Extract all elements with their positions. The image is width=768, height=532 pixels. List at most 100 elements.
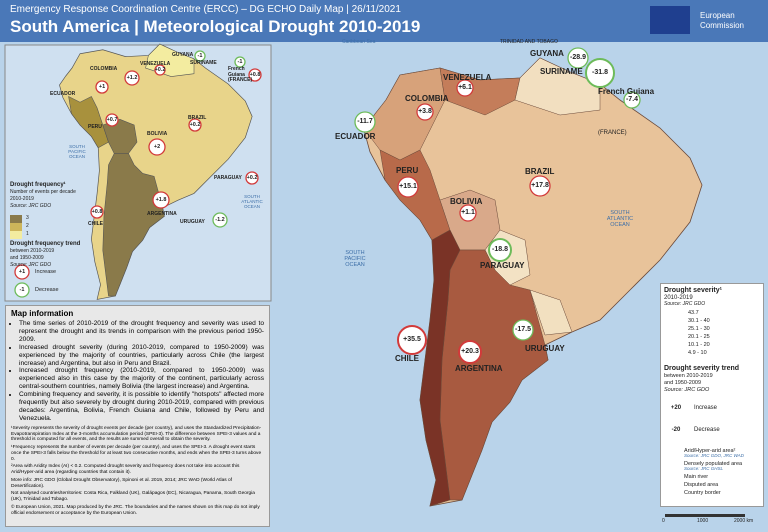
frequency-swatch: [10, 223, 22, 231]
inset-country-label: French Guiana (FRANCE): [228, 66, 253, 83]
legend-circle: [14, 282, 30, 298]
inset-trend-value: +0.8: [91, 209, 103, 215]
ocean-label: SOUTH ATLANTIC OCEAN: [241, 194, 263, 209]
inset-trend-value: +2: [153, 144, 161, 150]
legend-subtitle: Source: JRC GDO: [664, 387, 710, 393]
map-label: SOUTH PACIFIC OCEAN: [344, 250, 366, 269]
info-bullet: The time series of 2010-2019 of the drou…: [19, 320, 264, 344]
map-label: (FRANCE): [598, 130, 627, 136]
trend-value: -7.4: [625, 96, 639, 103]
inset-trend-value: +1.8: [155, 197, 167, 203]
frequency-circle: [124, 70, 140, 86]
frequency-circle: [212, 212, 228, 228]
inset-country-label: VENEZUELA: [140, 61, 171, 67]
inset-country-label: BRAZIL: [188, 115, 207, 121]
legend-label: Increase: [694, 405, 718, 411]
inset-trend-value: -1: [237, 59, 243, 65]
legend-class: 2: [26, 223, 29, 229]
map-info-panel: Map information The time series of 2010-…: [5, 305, 270, 527]
trend-value: +6.1: [458, 84, 472, 91]
region: [419, 229, 461, 507]
region: [514, 57, 601, 116]
legend-class: 1: [26, 231, 29, 237]
frequency-circle: [152, 191, 170, 209]
ocean-label: SOUTH PACIFIC OCEAN: [68, 144, 86, 159]
inset-trend-value: +1: [98, 84, 106, 90]
legend-class: 20.1 - 25: [688, 334, 710, 340]
logo-text: European: [700, 11, 735, 20]
frequency-circle: [194, 50, 206, 62]
legend-class: 10.1 - 20: [688, 342, 710, 348]
country-label: BOLIVIA: [450, 197, 483, 206]
inset-country-label: ARGENTINA: [147, 211, 177, 217]
legend-subtitle: Source: JRC GDO: [10, 203, 52, 209]
legend-label: Arid/Hyper-arid area²: [684, 448, 736, 454]
inset-country-label: BOLIVIA: [147, 131, 168, 137]
trend-circle: [416, 103, 434, 121]
info-bullets: The time series of 2010-2019 of the drou…: [11, 320, 264, 423]
trend-value: -11.7: [357, 118, 373, 125]
legend-symbol: +1: [18, 269, 26, 275]
trend-circle: [459, 204, 477, 222]
legend-source: Source: JRC GHSL: [684, 466, 724, 471]
trend-circle: [488, 238, 512, 262]
legend-label: Increase: [35, 269, 57, 275]
country-label: ECUADOR: [335, 132, 376, 141]
inset-country-label: ECUADOR: [50, 91, 76, 97]
trend-value: +35.5: [403, 336, 421, 343]
logo-text: Commission: [700, 21, 745, 30]
legend-title: Drought frequency trend: [10, 241, 81, 247]
header-bar: Emergency Response Coordination Centre (…: [0, 0, 768, 42]
legend-label: Main river: [684, 474, 709, 480]
legend-panel: [660, 283, 764, 507]
scale-label: 2000 km: [734, 518, 754, 524]
trend-circle: [585, 58, 615, 88]
info-bullet: Increased drought severity (during 2010-…: [19, 344, 264, 368]
footnote: Not analysed countries/territories: Cost…: [11, 491, 255, 503]
footnote: ¹Frequency represents the number of even…: [11, 445, 262, 462]
legend-class: 4.9 - 10: [688, 350, 707, 356]
info-bullet: Combining frequency and severity, it is …: [19, 391, 264, 423]
inset-country-label: PARAGUAY: [214, 175, 242, 181]
trend-circle: [529, 175, 551, 197]
frequency-circle: [154, 64, 166, 76]
legend-symbol: -1: [19, 287, 25, 293]
legend-class: 25.1 - 30: [688, 326, 710, 332]
trend-value: -28.9: [570, 54, 586, 61]
footnote: More info: JRC GDO (Global Drought Obser…: [11, 477, 233, 489]
trend-circle: [567, 47, 589, 69]
legend-subtitle: between 2010-2019: [664, 373, 713, 379]
inset-trend-value: +0.7: [106, 117, 118, 123]
inset-trend-value: +0.2: [154, 67, 166, 73]
legend-subtitle: 2010-2019: [664, 295, 693, 301]
trend-value: +1.1: [461, 209, 475, 216]
inset-trend-value: +0.8: [249, 72, 261, 78]
legend-circle: [14, 264, 30, 280]
trend-value: +17.8: [531, 182, 549, 189]
frequency-circle: [105, 113, 119, 127]
inset-map: [59, 43, 253, 300]
country-label: PARAGUAY: [480, 261, 525, 270]
country-label: French Guiana: [598, 87, 655, 96]
scale-label: 0: [662, 518, 665, 524]
trend-circle: [456, 79, 474, 97]
legend-symbol: +20: [670, 405, 682, 411]
trend-value: +20.3: [461, 348, 479, 355]
legend-source: Source: JRC GDO, JRC WAD: [684, 453, 744, 458]
legend-label: Country border: [684, 490, 721, 496]
legend-label: Decrease: [35, 287, 59, 293]
frequency-circle: [248, 68, 262, 82]
country-label: GUYANA: [530, 49, 564, 58]
inset-country-label: CHILE: [88, 221, 103, 227]
eu-flag: [650, 6, 690, 34]
legend-label: Densely populated area: [684, 461, 743, 467]
legend-subtitle: and 1950-2009: [10, 255, 44, 261]
legend-class: 43.7: [688, 310, 699, 316]
legend-title: Drought severity trend: [664, 365, 740, 372]
legend-subtitle: Number of events per decade: [10, 189, 76, 195]
country-label: PERU: [396, 166, 419, 175]
country-label: SURINAME: [540, 67, 583, 76]
region: [529, 289, 573, 336]
